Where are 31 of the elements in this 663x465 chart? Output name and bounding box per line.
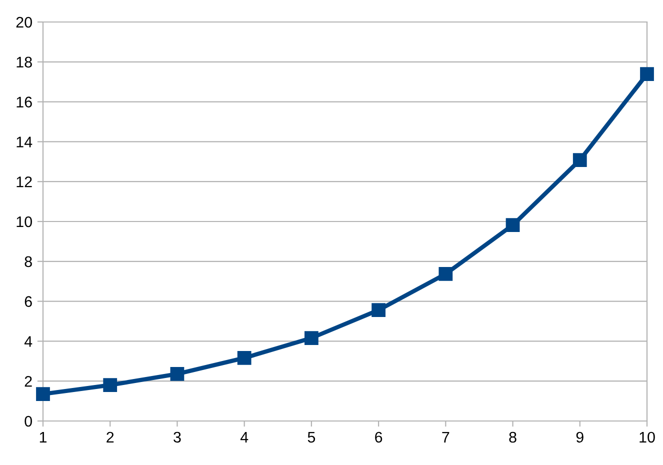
point	[237, 351, 252, 365]
point	[170, 366, 184, 381]
y-tick-label: 8	[24, 256, 32, 268]
y-tick-label: 0	[24, 416, 32, 427]
y-tick-label: 18	[16, 56, 32, 68]
x-tick-label: 2	[106, 432, 114, 442]
point	[36, 387, 50, 402]
point	[103, 378, 118, 392]
point	[438, 267, 453, 281]
point	[640, 67, 654, 82]
x-tick-label: 8	[509, 432, 516, 443]
y-tick-label: 20	[16, 16, 32, 28]
x-tick-label: 3	[174, 432, 181, 443]
x-tick-label: 1	[40, 432, 47, 442]
x-tick-label: 4	[240, 432, 248, 442]
y-tick-label: 2	[24, 376, 32, 387]
y-tick-label: 12	[16, 176, 32, 188]
y-tick-label: 6	[24, 296, 32, 307]
x-tick-label: 5	[308, 432, 316, 443]
point	[572, 153, 587, 167]
x-tick-label: 6	[375, 432, 382, 443]
point	[372, 303, 386, 318]
x-tick-label: 9	[576, 432, 584, 443]
point	[304, 331, 318, 345]
y-tick-label: 16	[16, 96, 32, 108]
x-tick-label: 10	[640, 432, 655, 443]
y-tick-label: 10	[16, 216, 32, 228]
y-tick-label: 14	[16, 136, 32, 148]
point	[506, 218, 520, 232]
y-tick-label: 4	[24, 336, 32, 347]
x-tick-label: 7	[442, 432, 450, 442]
